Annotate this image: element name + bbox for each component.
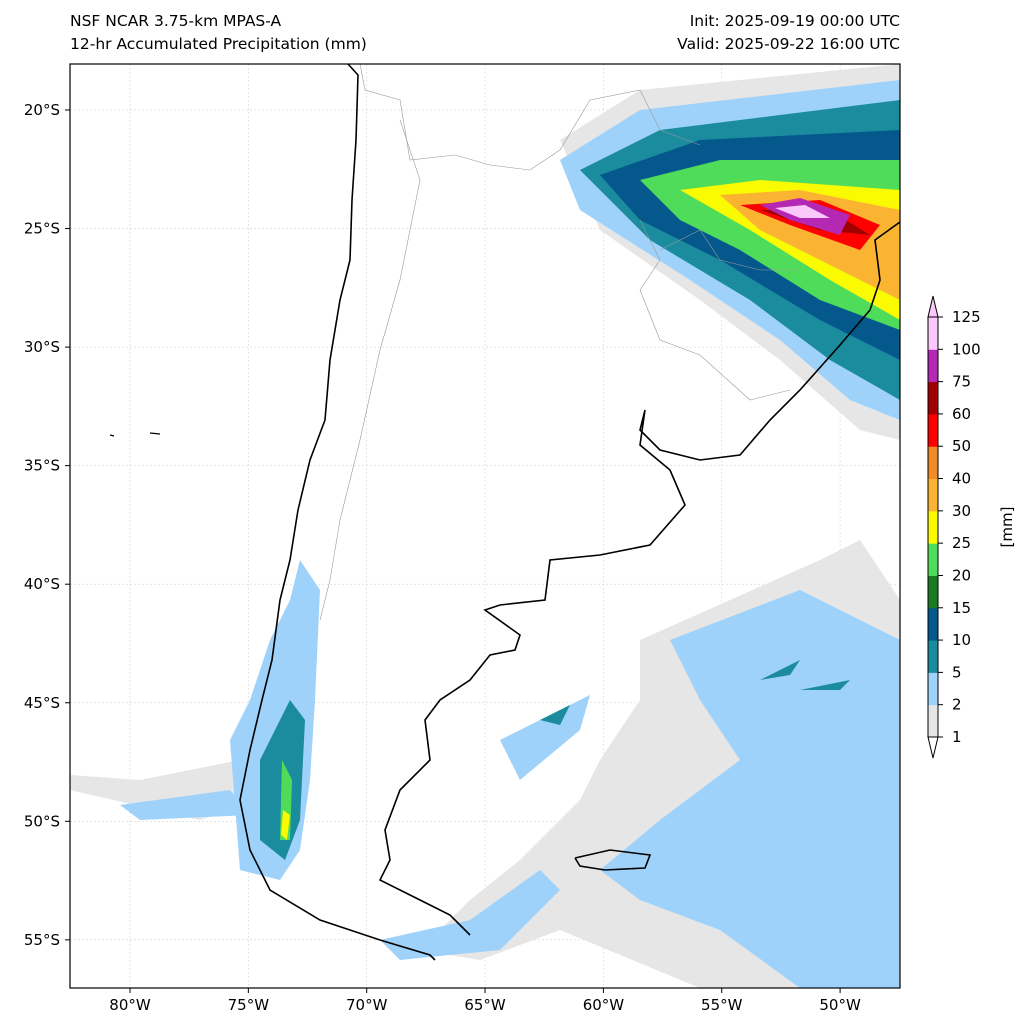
colorbar-tick-label: 25: [952, 534, 971, 552]
coastlines: [109, 64, 900, 961]
lon-tick-label: 75°W: [228, 996, 270, 1014]
lon-tick-label: 60°W: [583, 996, 625, 1014]
colorbar-tick-label: 40: [952, 470, 971, 488]
lon-tick-label: 80°W: [109, 996, 151, 1014]
colorbar-bin: [928, 575, 938, 609]
colorbar-tick-label: 100: [952, 340, 981, 358]
colorbar-extend-min: [927, 736, 939, 759]
colorbar-tick-label: 5: [952, 663, 962, 681]
colorbar-bin: [928, 413, 938, 447]
colorbar-bin: [928, 640, 938, 673]
colorbar-tick-label: 20: [952, 566, 971, 584]
colorbar-bin: [928, 446, 938, 480]
colorbar-extend-max: [927, 295, 939, 318]
colorbar-tick-label: 2: [952, 696, 962, 714]
lat-tick-label: 30°S: [24, 338, 60, 356]
colorbar-bin: [928, 672, 938, 706]
colorbar-bin: [928, 607, 938, 641]
colorbar-bin: [928, 510, 938, 544]
colorbar-bin: [928, 704, 938, 738]
lat-tick-label: 40°S: [24, 575, 60, 593]
model-title: NSF NCAR 3.75-km MPAS-A: [70, 12, 282, 30]
lon-tick-label: 50°W: [819, 996, 861, 1014]
colorbar-tick-label: 60: [952, 405, 971, 423]
colorbar-bin: [928, 543, 938, 576]
colorbar-tick-label: 15: [952, 599, 971, 617]
lat-tick-label: 35°S: [24, 457, 60, 475]
colorbar-label: [mm]: [998, 507, 1016, 548]
lat-tick-label: 45°S: [24, 694, 60, 712]
valid-time: Valid: 2025-09-22 16:00 UTC: [677, 35, 900, 53]
colorbar-tick-label: 50: [952, 437, 971, 455]
colorbar-tick-label: 1: [952, 728, 962, 746]
colorbar-tick-label: 10: [952, 631, 971, 649]
colorbar-tick-label: 30: [952, 502, 971, 520]
lat-tick-label: 20°S: [24, 101, 60, 119]
lat-tick-label: 55°S: [24, 931, 60, 949]
lon-tick-label: 65°W: [464, 996, 506, 1014]
axis-ticks: 80°W 75°W 70°W 65°W 60°W 55°W 50°W 20°S 25°S 30°S…: [24, 101, 861, 1014]
colorbar-tick-label: 75: [952, 373, 971, 391]
colorbar-bin: [928, 478, 938, 512]
lat-tick-label: 25°S: [24, 220, 60, 238]
colorbar-tick-label: 125: [952, 308, 981, 326]
colorbar-bin: [928, 349, 938, 383]
init-time: Init: 2025-09-19 00:00 UTC: [689, 12, 900, 30]
lat-tick-label: 50°S: [24, 812, 60, 830]
colorbar-bin: [928, 381, 938, 415]
field-title: 12-hr Accumulated Precipitation (mm): [70, 35, 367, 53]
precip-field: [70, 64, 900, 988]
lon-tick-label: 55°W: [701, 996, 743, 1014]
lon-tick-label: 70°W: [346, 996, 388, 1014]
colorbar-bin: [928, 317, 938, 350]
